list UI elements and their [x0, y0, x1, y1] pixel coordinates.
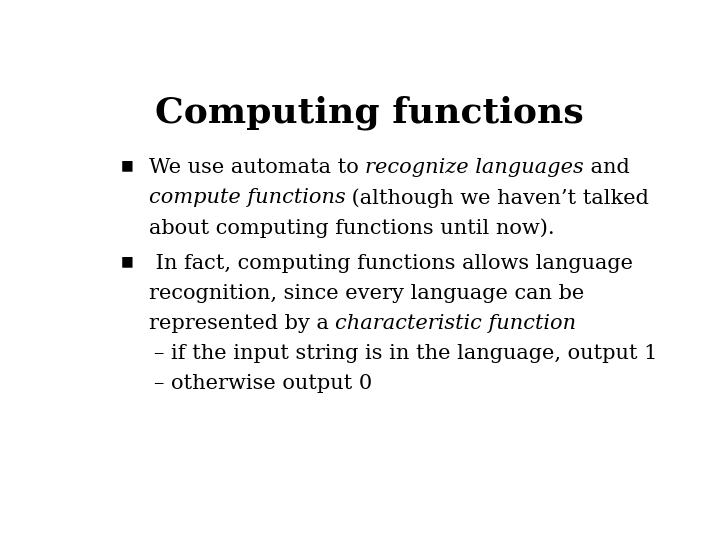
Text: – if the input string is in the language, output 1: – if the input string is in the language…	[154, 344, 657, 363]
Text: In fact, computing functions allows language: In fact, computing functions allows lang…	[148, 254, 633, 273]
Text: and: and	[584, 158, 629, 177]
Text: We use automata to: We use automata to	[148, 158, 365, 177]
Text: – otherwise output 0: – otherwise output 0	[154, 374, 372, 393]
Text: represented by a: represented by a	[148, 314, 335, 333]
Text: recognize languages: recognize languages	[365, 158, 584, 177]
Text: compute functions: compute functions	[148, 188, 346, 207]
Text: ■: ■	[121, 158, 133, 172]
Text: about computing functions until now).: about computing functions until now).	[148, 218, 554, 238]
Text: ■: ■	[121, 254, 133, 268]
Text: Computing functions: Computing functions	[155, 96, 583, 131]
Text: (although we haven’t talked: (although we haven’t talked	[346, 188, 649, 208]
Text: characteristic function: characteristic function	[335, 314, 576, 333]
Text: recognition, since every language can be: recognition, since every language can be	[148, 284, 584, 303]
